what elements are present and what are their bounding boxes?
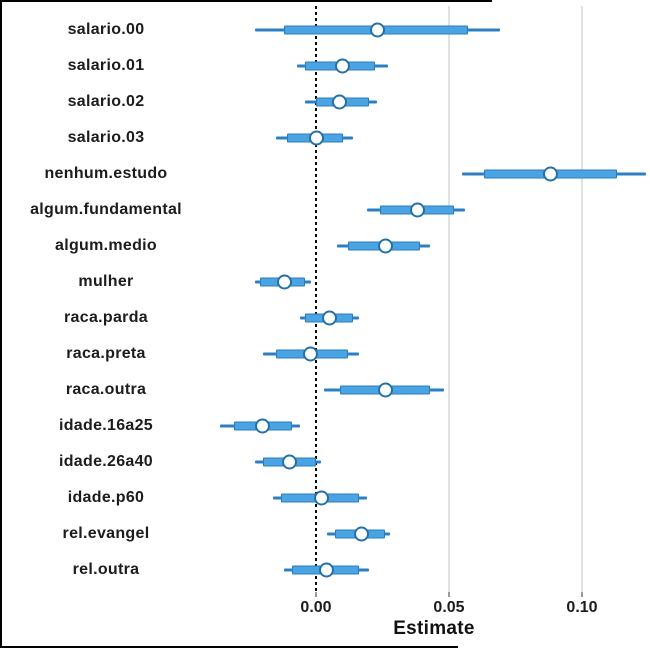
estimate-point bbox=[319, 562, 335, 578]
whisker-row bbox=[248, 156, 648, 192]
whisker-row bbox=[248, 444, 648, 480]
category-label: raca.outra bbox=[65, 381, 147, 398]
x-axis-tick-label: 0.10 bbox=[566, 599, 598, 616]
estimate-point bbox=[276, 274, 292, 290]
category-label: salario.02 bbox=[67, 93, 145, 110]
whisker-row bbox=[248, 480, 648, 516]
whisker-row bbox=[248, 372, 648, 408]
scan-border-bottom bbox=[0, 646, 458, 648]
whisker-row bbox=[248, 228, 648, 264]
category-label: idade.p60 bbox=[67, 489, 145, 506]
x-axis-tick-mark bbox=[448, 592, 450, 597]
y-axis-category-labels: salario.00 salario.01 salario.02 salario.03… bbox=[2, 12, 210, 588]
x-axis: 0.00 0.05 0.10 bbox=[248, 592, 648, 648]
gridline bbox=[581, 6, 583, 592]
x-axis-tick-label: 0.05 bbox=[433, 599, 465, 616]
estimate-point bbox=[409, 202, 425, 218]
gridline bbox=[448, 6, 450, 592]
estimate-point bbox=[353, 526, 369, 542]
whisker-row bbox=[248, 48, 648, 84]
category-label: algum.fundamental bbox=[30, 201, 182, 218]
estimate-point bbox=[335, 58, 351, 74]
whisker-row bbox=[248, 300, 648, 336]
x-axis-title: Estimate bbox=[393, 618, 475, 639]
category-label: raca.preta bbox=[66, 345, 146, 362]
estimate-point bbox=[281, 454, 297, 470]
whisker-row bbox=[248, 516, 648, 552]
scan-border-left bbox=[0, 0, 2, 648]
category-label: nenhum.estudo bbox=[44, 165, 168, 182]
x-axis-tick-mark bbox=[315, 592, 317, 597]
estimate-point bbox=[303, 346, 319, 362]
whisker-row bbox=[248, 84, 648, 120]
category-label: idade.16a25 bbox=[58, 417, 154, 434]
category-label: idade.26a40 bbox=[58, 453, 154, 470]
zero-reference-line bbox=[315, 6, 317, 592]
whisker-row bbox=[248, 264, 648, 300]
category-label: raca.parda bbox=[64, 309, 148, 326]
x-axis-tick-label: 0.00 bbox=[300, 599, 332, 616]
estimate-point bbox=[332, 94, 348, 110]
whisker-row bbox=[248, 120, 648, 156]
whisker-row bbox=[220, 408, 648, 444]
estimate-point bbox=[377, 382, 393, 398]
estimate-point bbox=[255, 418, 271, 434]
estimate-point bbox=[542, 166, 558, 182]
whisker-row bbox=[248, 192, 648, 228]
category-label: rel.evangel bbox=[62, 525, 150, 542]
whisker-row bbox=[248, 552, 648, 588]
category-label: salario.03 bbox=[67, 129, 145, 146]
whisker-row bbox=[248, 12, 648, 48]
estimate-point bbox=[308, 130, 324, 146]
estimate-point bbox=[369, 22, 385, 38]
estimate-point bbox=[313, 490, 329, 506]
category-label: mulher bbox=[78, 273, 134, 290]
category-label: salario.00 bbox=[67, 21, 145, 38]
whisker-row bbox=[248, 336, 648, 372]
category-label: rel.outra bbox=[72, 561, 140, 578]
category-label: salario.01 bbox=[67, 57, 145, 74]
estimate-point bbox=[377, 238, 393, 254]
x-axis-tick-mark bbox=[581, 592, 583, 597]
plot-panel bbox=[220, 6, 648, 592]
category-label: algum.medio bbox=[55, 237, 157, 254]
scan-border-top bbox=[0, 0, 492, 2]
estimate-point bbox=[321, 310, 337, 326]
